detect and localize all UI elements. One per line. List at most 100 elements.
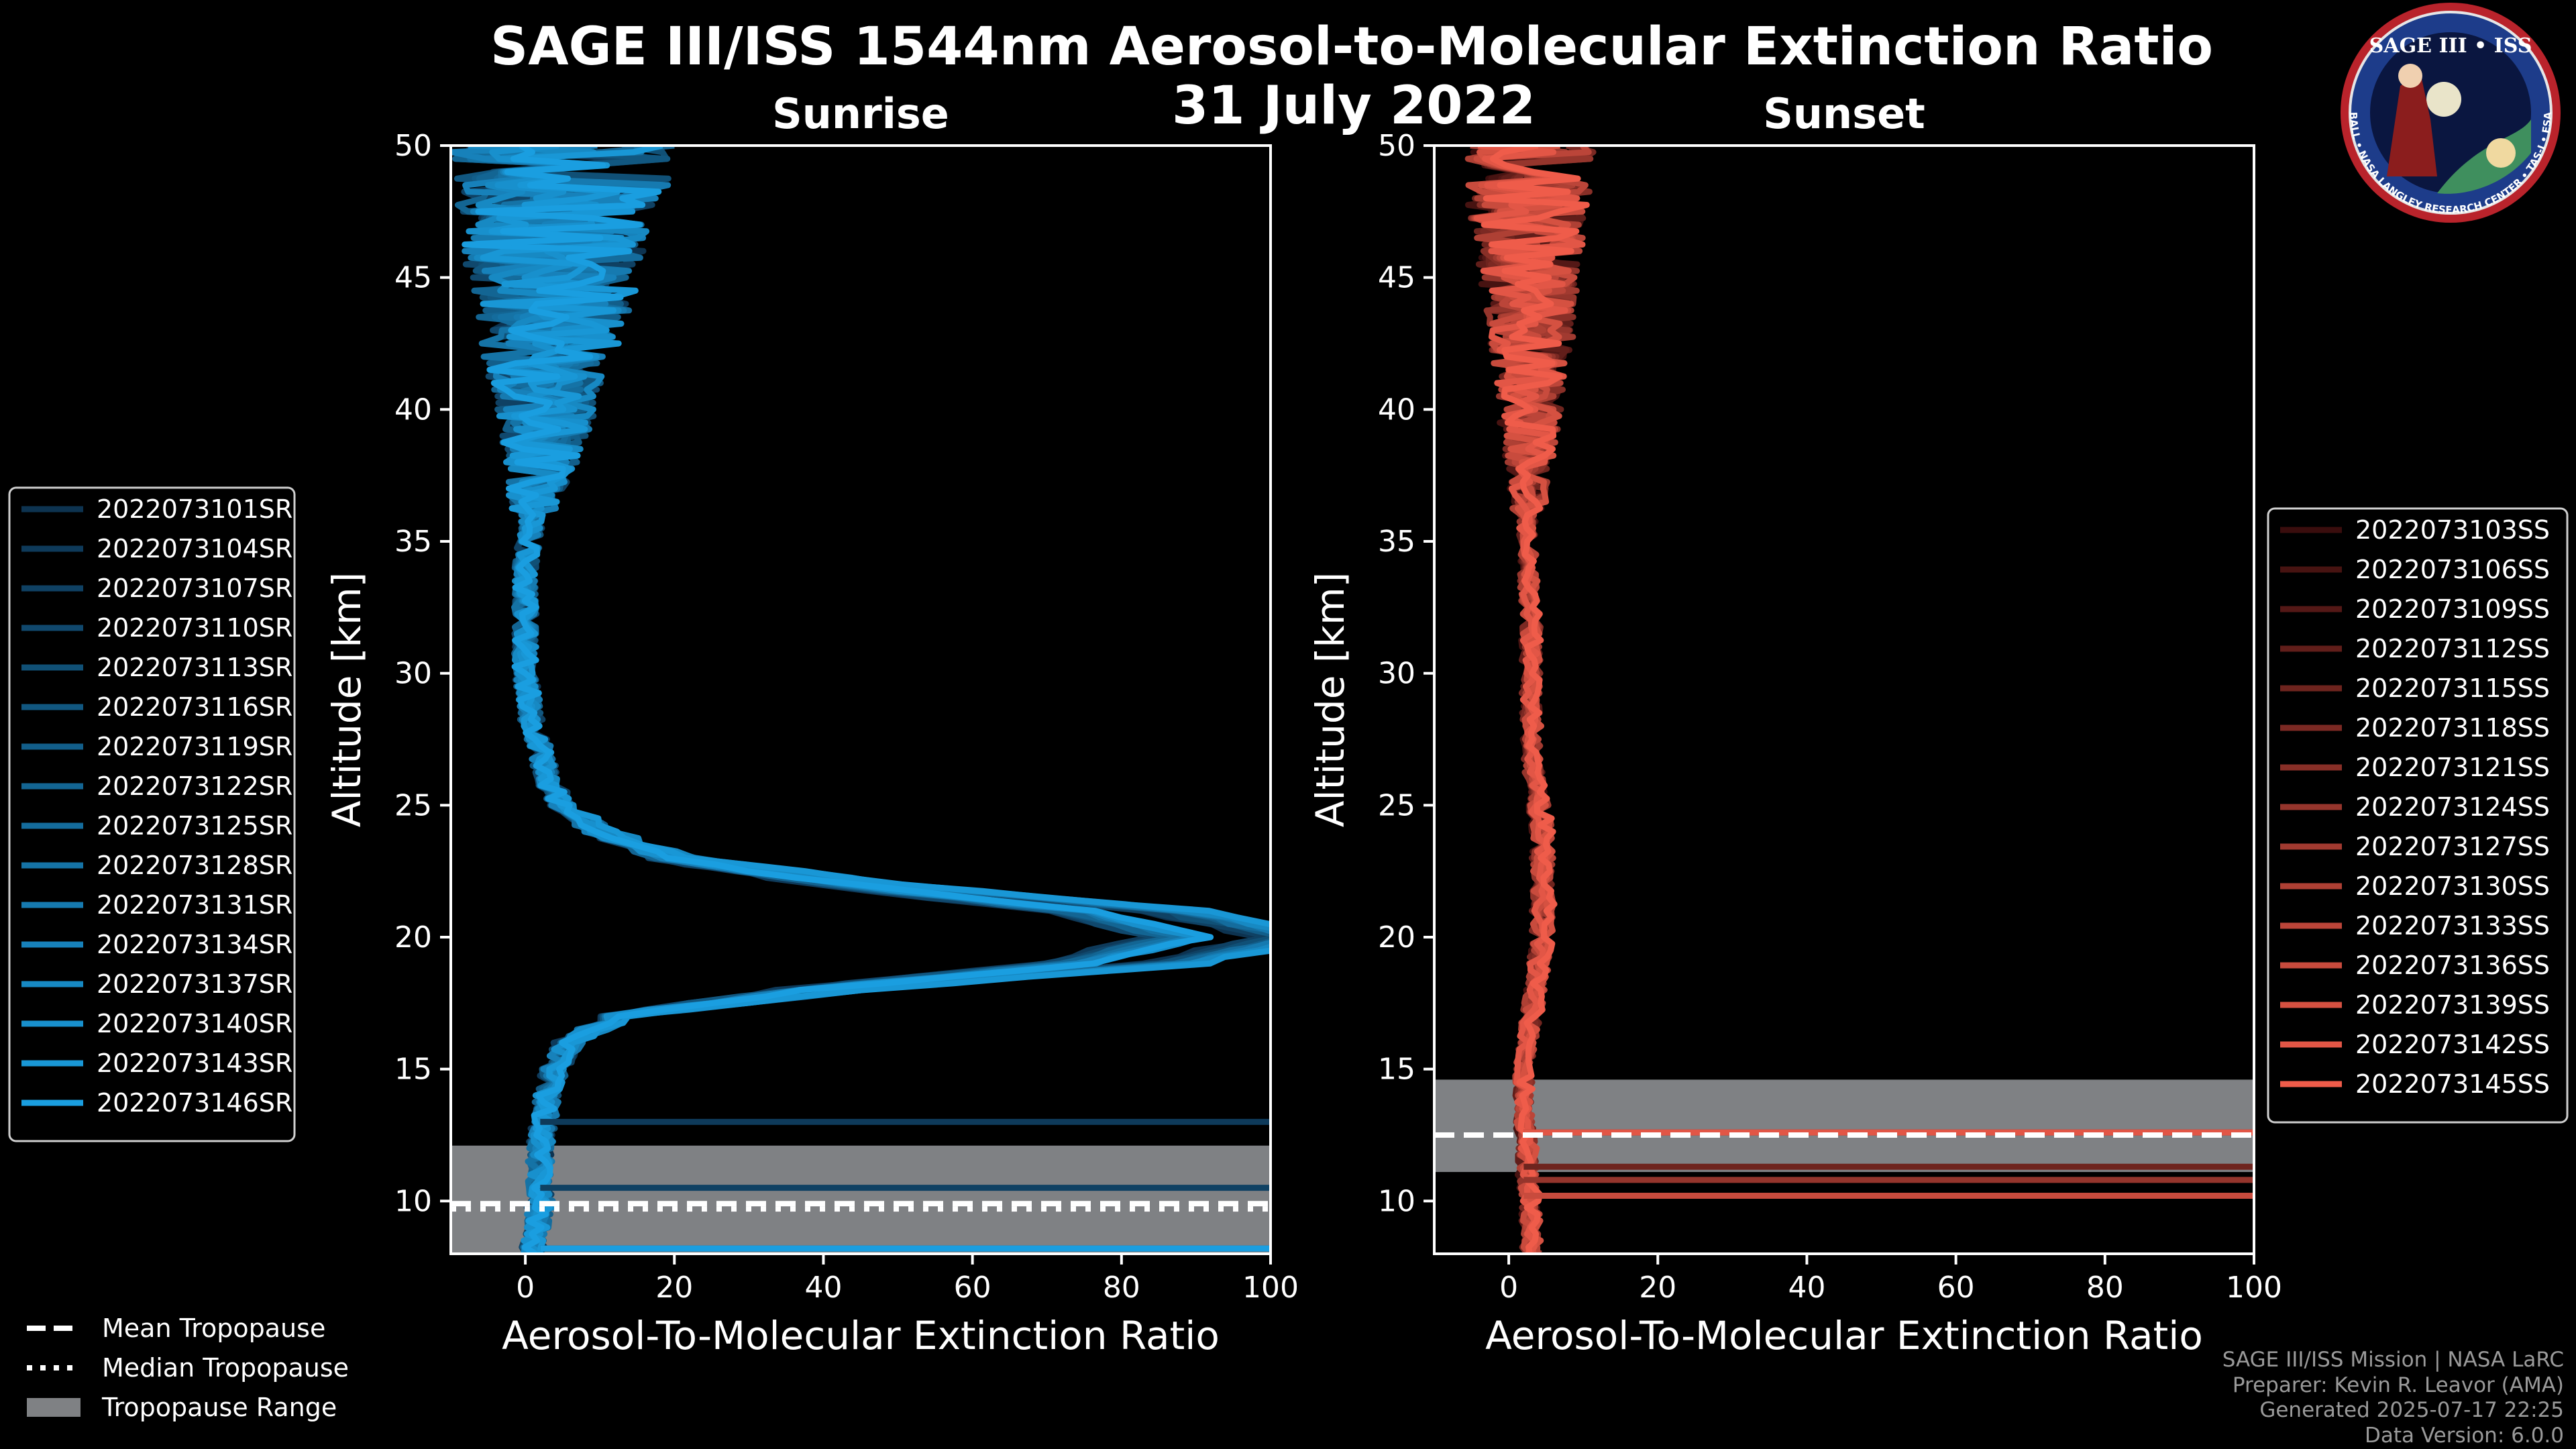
plot-area xyxy=(1434,146,2254,1254)
tropopause-range-band xyxy=(1434,1079,2254,1173)
plot-frame xyxy=(1433,144,2255,1255)
y-tick-label: 50 xyxy=(1378,129,1415,163)
profile-line-2022073146SR xyxy=(462,146,1214,1254)
y-tick-label: 10 xyxy=(1378,1184,1415,1218)
x-tick-label: 80 xyxy=(1103,1271,1140,1305)
legend-label-2022073112SS: 2022073112SS xyxy=(2355,634,2550,663)
legend-label-2022073130SS: 2022073130SS xyxy=(2355,871,2550,901)
y-axis-label: Altitude [km] xyxy=(1307,572,1353,827)
x-tick-label: 40 xyxy=(804,1271,842,1305)
legend-label-2022073142SS: 2022073142SS xyxy=(2355,1030,2550,1059)
y-tick-label: 30 xyxy=(394,657,432,691)
logo-title: SAGE III • ISS xyxy=(2369,34,2532,58)
x-tick-label: 100 xyxy=(1242,1271,1299,1305)
legend-label-2022073128SR: 2022073128SR xyxy=(97,851,292,880)
legend-label-2022073143SR: 2022073143SR xyxy=(97,1049,292,1078)
x-tick-label: 20 xyxy=(1639,1271,1676,1305)
legend-label-2022073140SR: 2022073140SR xyxy=(97,1009,292,1038)
y-tick-label: 20 xyxy=(394,920,432,955)
y-tick-label: 45 xyxy=(394,261,432,295)
y-tick-label: 15 xyxy=(1378,1053,1415,1087)
plot-area xyxy=(451,146,1271,1254)
plot-frame xyxy=(449,144,1272,1255)
x-tick-label: 60 xyxy=(954,1271,991,1305)
legend-label-2022073103SS: 2022073103SS xyxy=(2355,515,2550,545)
footer-generated: Generated 2025-07-17 22:25 xyxy=(2259,1398,2564,1422)
legend-label-2022073125SR: 2022073125SR xyxy=(97,811,292,841)
legend-label-2022073145SS: 2022073145SS xyxy=(2355,1069,2550,1099)
x-tick-label: 100 xyxy=(2226,1271,2282,1305)
sunrise-panel: 0 20 40 60 80 100 10 15 20 25 30 35 40 45 50 Sunrise Aer… xyxy=(324,89,1299,1358)
y-tick-label: 25 xyxy=(1378,788,1415,822)
y-tick-label: 45 xyxy=(1378,261,1415,295)
figure-title: SAGE III/ISS 1544nm Aerosol-to-Molecular… xyxy=(490,17,2213,77)
legend-box xyxy=(8,486,296,1142)
y-tick-label: 25 xyxy=(394,788,432,822)
legend-label-2022073119SR: 2022073119SR xyxy=(97,732,292,761)
sunset-panel: 0 20 40 60 80 100 10 15 20 25 30 35 40 45 50 Sunset Aero… xyxy=(1307,89,2282,1358)
legend-label-2022073122SR: 2022073122SR xyxy=(97,771,292,801)
panel-title: Sunrise xyxy=(772,89,949,138)
legend-label-2022073139SS: 2022073139SS xyxy=(2355,990,2550,1020)
mean-tropopause-label: Mean Tropopause xyxy=(102,1313,325,1343)
sunrise-legend: 2022073101SR 2022073104SR 2022073107SR 2022… xyxy=(8,486,296,1142)
y-tick-label: 15 xyxy=(394,1053,432,1087)
y-tick-label: 20 xyxy=(1378,920,1415,955)
legend-label-2022073127SS: 2022073127SS xyxy=(2355,832,2550,861)
y-axis-label: Altitude [km] xyxy=(324,572,370,827)
tropopause-range-swatch xyxy=(27,1398,80,1417)
sunset-legend: 2022073103SS 2022073106SS 2022073109SS 2022… xyxy=(2267,507,2569,1124)
sun-icon xyxy=(2426,82,2461,117)
x-axis-label: Aerosol-To-Molecular Extinction Ratio xyxy=(1485,1313,2203,1358)
tropopause-legend: Mean Tropopause Median Tropopause Tropop… xyxy=(27,1313,349,1422)
legend-label-2022073137SR: 2022073137SR xyxy=(97,969,292,999)
y-tick-label: 40 xyxy=(394,392,432,427)
profile-line-2022073143SR xyxy=(480,146,1271,1254)
legend-label-2022073107SR: 2022073107SR xyxy=(97,574,292,603)
footer-data-version: Data Version: 6.0.0 xyxy=(2365,1424,2564,1448)
x-axis-label: Aerosol-To-Molecular Extinction Ratio xyxy=(502,1313,1220,1358)
figure-silhouette xyxy=(2387,72,2437,176)
sage-iii-iss-logo: SAGE III • ISS BALL • NASA LANGLEY RESEA… xyxy=(2341,3,2561,223)
tropopause-range-band xyxy=(451,1145,1271,1254)
x-tick-label: 20 xyxy=(655,1271,693,1305)
y-tick-label: 40 xyxy=(1378,392,1415,427)
legend-label-2022073118SS: 2022073118SS xyxy=(2355,713,2550,743)
y-tick-label: 35 xyxy=(394,525,432,559)
profile-line-2022073145SS xyxy=(1481,146,1590,1254)
legend-label-2022073115SS: 2022073115SS xyxy=(2355,674,2550,703)
legend-label-2022073131SR: 2022073131SR xyxy=(97,890,292,920)
legend-label-2022073110SR: 2022073110SR xyxy=(97,613,292,643)
median-tropopause-label: Median Tropopause xyxy=(102,1353,349,1383)
legend-box xyxy=(2267,507,2569,1124)
figure-date: 31 July 2022 xyxy=(1172,76,1536,136)
y-tick-label: 10 xyxy=(394,1184,432,1218)
footer-mission: SAGE III/ISS Mission | NASA LaRC xyxy=(2222,1348,2564,1372)
profile-line-2022073142SS xyxy=(1474,146,1586,1254)
legend-label-2022073146SR: 2022073146SR xyxy=(97,1088,292,1118)
legend-label-2022073109SS: 2022073109SS xyxy=(2355,594,2550,624)
legend-label-2022073124SS: 2022073124SS xyxy=(2355,792,2550,822)
legend-label-2022073104SR: 2022073104SR xyxy=(97,534,292,564)
y-tick-label: 30 xyxy=(1378,657,1415,691)
legend-label-2022073134SR: 2022073134SR xyxy=(97,930,292,959)
legend-label-2022073101SR: 2022073101SR xyxy=(97,494,292,524)
y-tick-label: 35 xyxy=(1378,525,1415,559)
x-tick-label: 0 xyxy=(1499,1271,1518,1305)
legend-label-2022073116SR: 2022073116SR xyxy=(97,692,292,722)
earth-shape xyxy=(2437,119,2531,194)
tropopause-range-label: Tropopause Range xyxy=(101,1393,337,1422)
y-tick-label: 50 xyxy=(394,129,432,163)
panel-title: Sunset xyxy=(1763,89,1925,138)
footer-preparer: Preparer: Kevin R. Leavor (AMA) xyxy=(2233,1373,2564,1397)
legend-label-2022073133SS: 2022073133SS xyxy=(2355,911,2550,941)
legend-label-2022073106SS: 2022073106SS xyxy=(2355,555,2550,584)
x-tick-label: 0 xyxy=(516,1271,535,1305)
x-tick-label: 60 xyxy=(1937,1271,1975,1305)
legend-label-2022073121SS: 2022073121SS xyxy=(2355,753,2550,782)
x-tick-label: 80 xyxy=(2086,1271,2124,1305)
moon-icon xyxy=(2486,138,2516,168)
legend-label-2022073113SR: 2022073113SR xyxy=(97,653,292,682)
x-tick-label: 40 xyxy=(1788,1271,1825,1305)
